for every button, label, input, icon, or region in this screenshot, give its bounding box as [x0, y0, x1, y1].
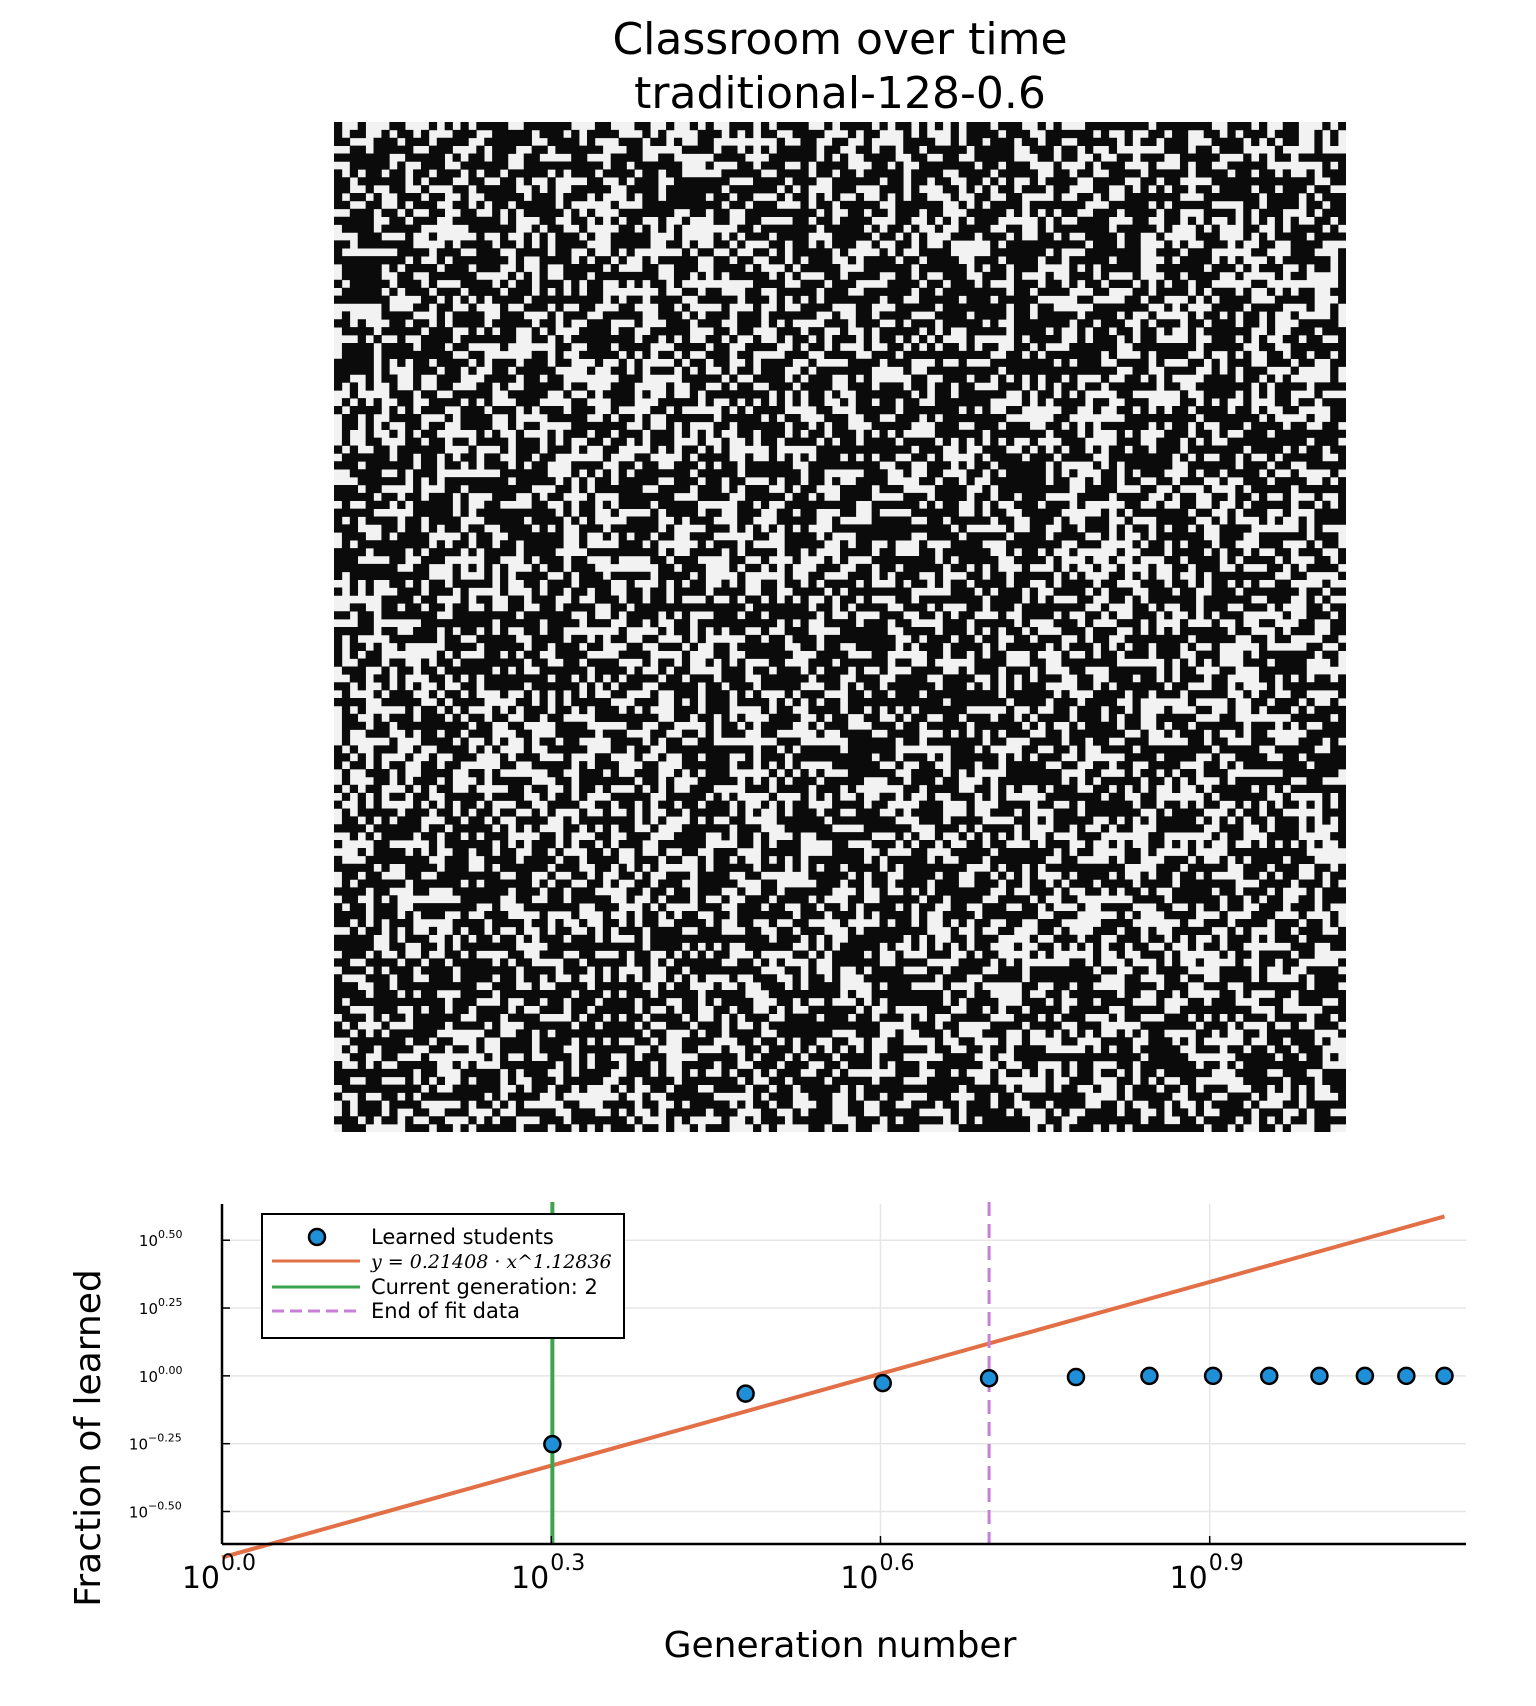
y-axis-label: Fraction of learned: [68, 1269, 109, 1606]
x-tick-label: 10: [182, 1561, 220, 1596]
legend-label-endfit: End of fit data: [371, 1299, 520, 1323]
legend-label-learned: Learned students: [371, 1225, 554, 1249]
data-point: [979, 1368, 999, 1388]
x-tick-label: 10: [511, 1561, 549, 1596]
data-point: [1259, 1366, 1279, 1386]
x-tick-exponent: 0.6: [879, 1551, 914, 1576]
data-point: [1397, 1366, 1416, 1386]
legend: Learned students y = 0.21408 · x^1.12836…: [261, 1213, 625, 1339]
y-tick-exponent: 0.00: [158, 1364, 183, 1377]
x-tick-exponent: 0.9: [1209, 1551, 1244, 1576]
data-point: [736, 1384, 755, 1403]
y-tick-exponent: 0.25: [158, 1296, 183, 1309]
y-tick-label: 10: [139, 1300, 158, 1318]
legend-label-current: Current generation: 2: [371, 1275, 598, 1299]
y-tick-label: 10: [129, 1436, 148, 1454]
y-tick-exponent: −0.25: [148, 1432, 182, 1445]
x-tick-exponent: 0.0: [221, 1551, 256, 1576]
x-axis-label: Generation number: [664, 1625, 1017, 1666]
data-point: [1355, 1366, 1375, 1386]
data-point: [1435, 1366, 1454, 1386]
y-tick-exponent: −0.50: [148, 1500, 182, 1513]
fit-line: [221, 1214, 1446, 1560]
legend-label-fit: y = 0.21408 · x^1.12836: [370, 1251, 612, 1273]
data-point: [1310, 1366, 1329, 1386]
data-point: [873, 1373, 892, 1393]
x-tick-label: 10: [840, 1561, 878, 1596]
classroom-heatmap: [334, 122, 1346, 1132]
plot-axes: [220, 1204, 1466, 1546]
legend-marker-learned: [307, 1227, 327, 1247]
y-tick-label: 10: [139, 1232, 158, 1250]
y-tick-label: 10: [129, 1504, 148, 1522]
chart-subtitle: traditional-128-0.6: [634, 68, 1046, 119]
y-tick-label: 10: [139, 1368, 158, 1386]
data-point: [543, 1434, 562, 1454]
x-tick-exponent: 0.3: [550, 1551, 585, 1576]
data-point: [1203, 1366, 1223, 1386]
y-tick-exponent: 0.50: [158, 1228, 183, 1241]
x-tick-label: 10: [1170, 1561, 1208, 1596]
scatter-points: [543, 1366, 1454, 1454]
data-point: [1066, 1367, 1086, 1387]
heatmap-learned-cells: [334, 122, 1346, 1132]
chart-title: Classroom over time: [612, 14, 1068, 65]
fit-line-layer: [221, 1214, 1446, 1560]
data-point: [1140, 1366, 1159, 1386]
